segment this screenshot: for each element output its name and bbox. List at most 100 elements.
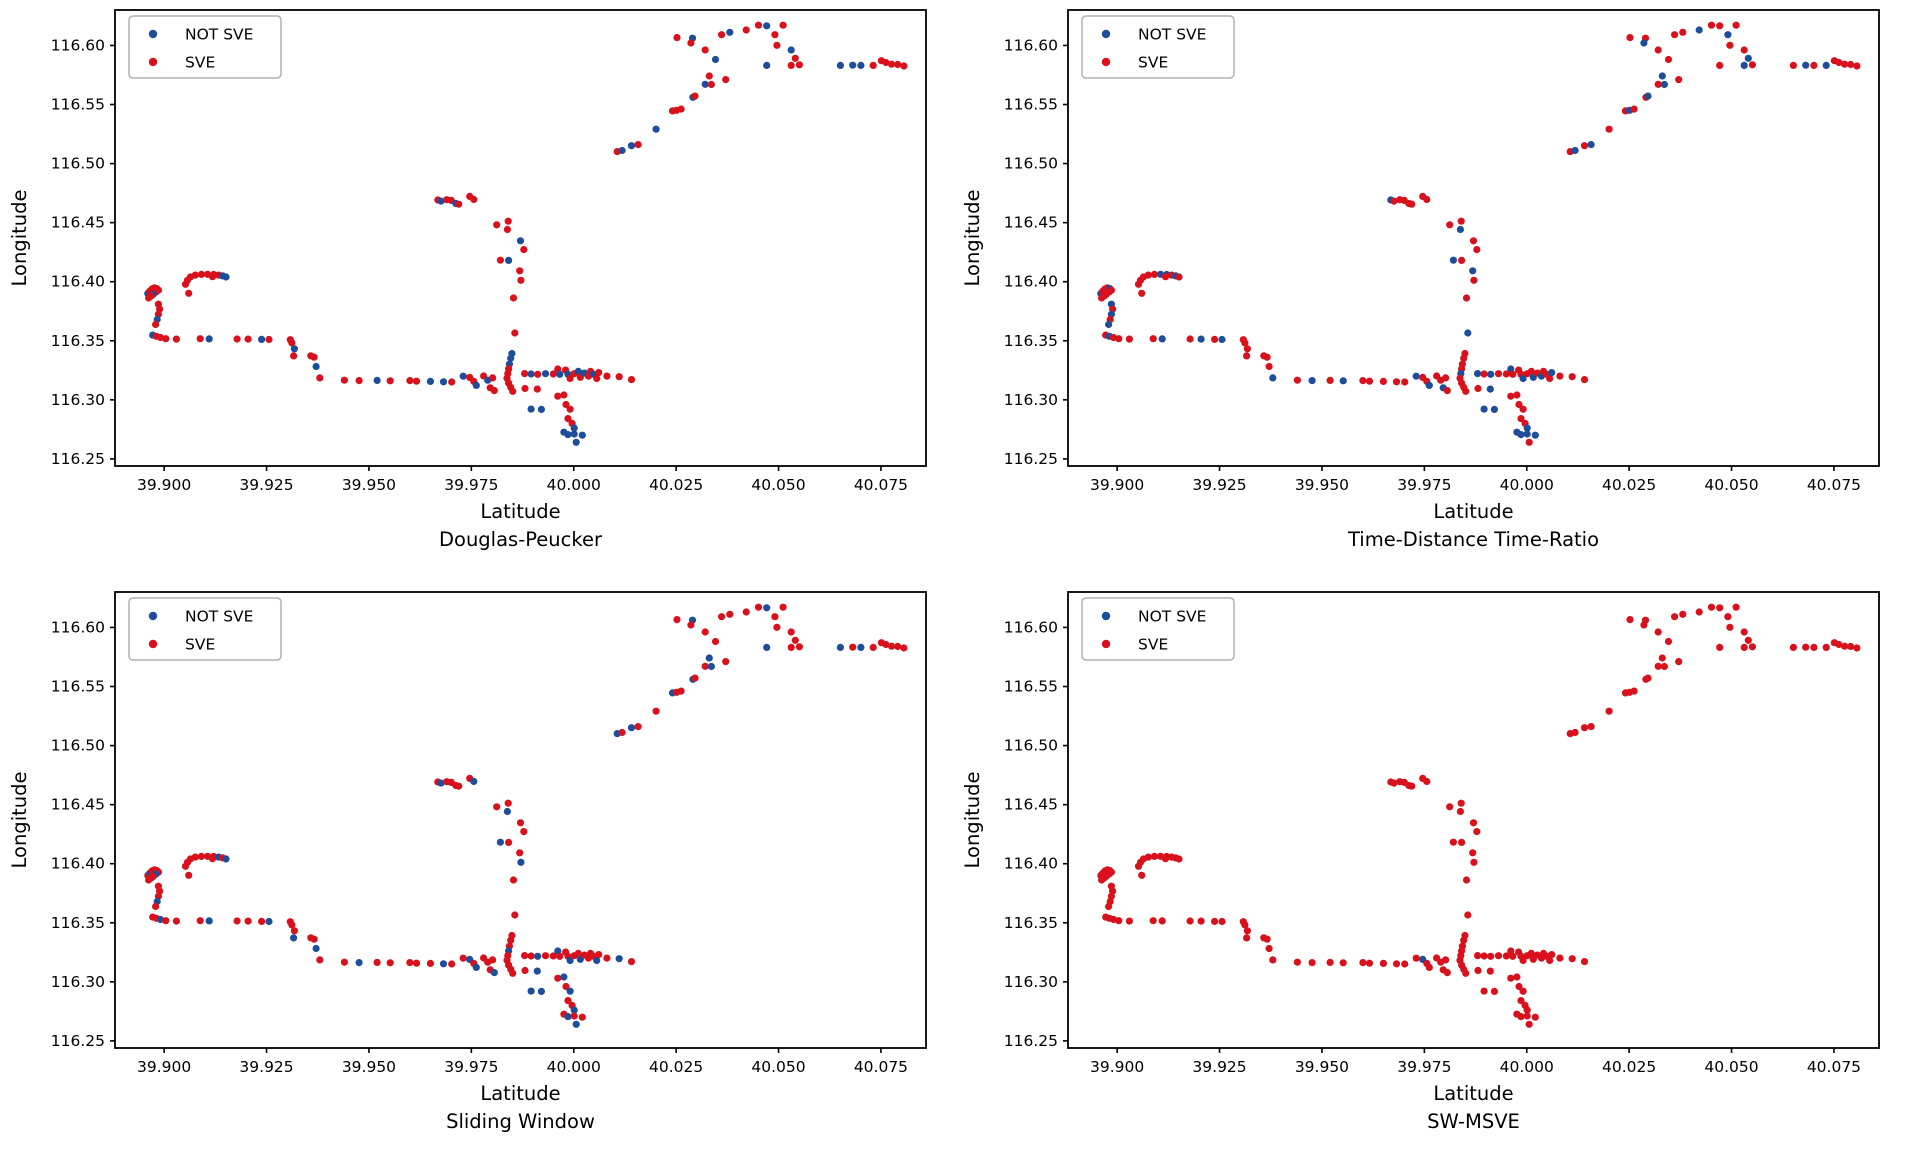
y-tick-label: 116.45 [51,214,105,232]
data-point-not-sve [560,973,568,981]
x-tick-label: 40.050 [1704,476,1758,494]
data-point-sve [455,782,463,790]
data-point-sve [554,974,562,982]
data-point-not-sve [570,424,578,432]
data-point-sve [1144,853,1152,861]
x-tick-label: 40.025 [649,1058,703,1076]
data-point-sve [1716,643,1724,651]
data-point-not-sve [627,142,636,150]
data-point-sve [1509,952,1517,960]
data-point-sve [1390,197,1398,205]
data-point-sve [517,276,525,284]
data-point-sve [564,997,572,1005]
data-point-sve [1462,876,1471,884]
y-axis-label: Longitude [8,772,31,869]
data-point-not-sve [312,362,320,371]
data-point-sve [520,246,528,254]
data-point-sve [172,335,180,343]
data-point-sve [634,141,642,149]
y-tick-label: 116.30 [1004,391,1058,409]
data-point-not-sve [857,643,865,651]
legend-marker-not-sve [148,611,158,621]
data-point-sve [1161,855,1170,863]
data-point-sve [1474,952,1482,960]
data-point-sve [1158,917,1166,925]
data-point-sve [493,803,501,811]
data-point-sve [1523,1012,1531,1020]
y-axis-label: Longitude [8,190,31,287]
data-point-sve [516,819,525,827]
data-point-sve [1161,273,1170,281]
y-tick-label: 116.40 [51,273,105,291]
x-axis-label: Latitude [1433,1082,1513,1105]
data-point-sve [1835,640,1843,649]
data-point-sve [1401,378,1409,386]
plot-frame [1067,591,1880,1049]
data-point-sve [722,658,730,666]
data-point-sve [722,76,730,84]
data-point-sve [1654,46,1662,54]
data-point-not-sve [222,273,230,281]
data-point-not-sve [1724,31,1732,39]
data-point-sve [578,1013,586,1021]
data-point-sve [1630,105,1638,113]
data-point-sve [1125,335,1133,343]
data-point-sve [603,954,611,962]
data-point-sve [1150,270,1158,278]
data-point-sve [1494,952,1503,960]
data-point-sve [1464,911,1472,919]
data-point-sve [787,61,795,69]
data-point-sve [1664,55,1673,64]
data-point-sve [1265,944,1273,953]
y-tick-label: 116.50 [1004,737,1058,755]
data-point-not-sve [537,987,546,995]
x-tick-label: 39.950 [1295,1058,1349,1076]
data-point-sve [258,917,266,925]
data-point-sve [1748,643,1756,651]
data-point-sve [603,372,611,380]
data-point-sve [386,377,394,385]
x-tick-label: 40.075 [854,476,908,494]
data-point-not-sve [1480,405,1488,413]
legend-box [1081,15,1235,79]
x-axis-label: Latitude [480,500,560,523]
legend-marker-sve [1101,639,1111,649]
data-point-sve [1308,959,1316,967]
subplot-sw-msve: 39.900 39.925 39.950 39.975 40.000 40.025 40.0… [961,591,1880,1133]
data-point-sve [1660,662,1668,671]
data-point-not-sve [849,61,857,69]
data-point-not-sve [570,1006,578,1014]
x-tick-label: 39.950 [342,476,396,494]
data-point-sve [1408,782,1416,790]
data-point-sve [560,391,568,399]
data-point-sve [1515,400,1523,409]
data-point-sve [718,31,726,39]
data-point-sve [208,273,217,281]
data-point-sve [1442,956,1450,964]
data-point-not-sve [1519,374,1527,383]
data-point-sve [1425,963,1433,971]
data-point-sve [521,966,529,975]
data-point-sve [1150,852,1158,860]
y-tick-label: 116.40 [1004,855,1058,873]
data-point-not-sve [516,237,525,245]
data-point-not-sve [572,438,580,446]
data-point-sve [493,221,501,229]
data-point-not-sve [355,959,363,967]
data-point-sve [533,385,541,393]
data-point-sve [618,728,626,737]
data-point-sve [564,415,572,423]
y-tick-label: 116.25 [1004,450,1058,468]
data-point-sve [1587,723,1595,731]
x-tick-label: 39.975 [1397,476,1451,494]
data-point-sve [1241,339,1249,347]
data-point-sve [888,642,896,650]
y-tick-label: 116.45 [51,796,105,814]
data-point-sve [627,376,636,384]
data-point-sve [1326,376,1334,384]
data-point-sve [1365,959,1374,967]
data-point-sve [1470,858,1478,866]
data-point-sve [1789,61,1797,69]
data-point-not-sve [527,987,535,995]
data-point-sve [1556,372,1564,380]
